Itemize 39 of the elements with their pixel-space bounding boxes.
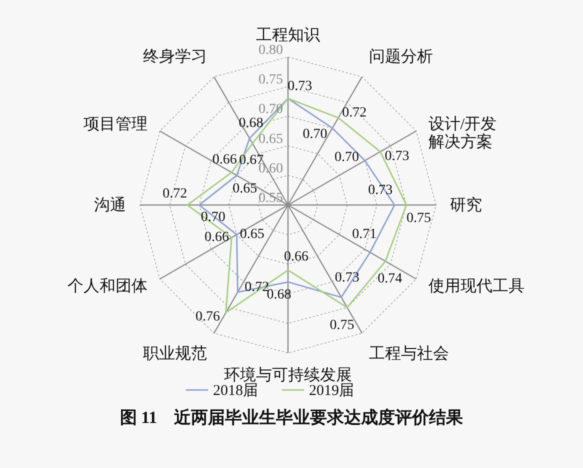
- spoke-label: 职业规范: [143, 344, 207, 362]
- data-label: 0.73: [368, 183, 393, 198]
- spoke-label: 问题分析: [369, 48, 433, 66]
- data-label: 0.74: [378, 271, 402, 286]
- spoke-label: 沟通: [94, 196, 126, 214]
- data-label: 0.70: [334, 150, 360, 166]
- data-label: 0.65: [232, 182, 258, 197]
- data-label: 0.66: [204, 230, 230, 246]
- legend-label: 2019届: [309, 383, 354, 399]
- data-label: 0.66: [284, 249, 309, 264]
- spoke-label: 使用现代工具: [428, 278, 524, 295]
- data-label: 0.75: [330, 318, 354, 333]
- data-label: 0.72: [162, 186, 188, 202]
- data-label: 0.70: [200, 210, 226, 226]
- data-label: 0.73: [334, 270, 360, 286]
- y-tick-label: 0.75: [258, 72, 283, 88]
- spoke-label: 设计/开发解决方案: [428, 115, 497, 151]
- y-tick-label: 0.80: [258, 43, 283, 58]
- data-label: 0.68: [238, 116, 264, 131]
- legend-label: 2018届: [213, 383, 258, 399]
- data-label: 0.65: [240, 227, 264, 242]
- data-label: 0.73: [288, 79, 312, 94]
- y-tick-label: 0.65: [258, 132, 283, 147]
- data-label: 0.76: [196, 309, 220, 324]
- data-label: 0.71: [352, 227, 377, 242]
- data-label: 0.68: [266, 288, 292, 303]
- data-label: 0.72: [342, 106, 367, 121]
- spoke-label: 工程知识: [256, 26, 320, 44]
- data-label: 0.73: [384, 148, 410, 164]
- spoke-label: 环境与可持续发展: [224, 366, 352, 384]
- text: 图 11 近两届毕业生毕业要求达成度评价结果: [120, 408, 464, 427]
- spoke-label: 研究: [450, 196, 482, 214]
- spoke-label: 终身学习: [143, 48, 207, 66]
- spoke-label: 个人和团体: [68, 277, 148, 295]
- spoke-label: 工程与社会: [369, 344, 449, 362]
- data-label: 0.75: [406, 211, 431, 226]
- data-label: 0.66: [212, 152, 237, 168]
- spoke-label: 项目管理: [84, 116, 148, 133]
- data-label: 0.70: [302, 127, 328, 142]
